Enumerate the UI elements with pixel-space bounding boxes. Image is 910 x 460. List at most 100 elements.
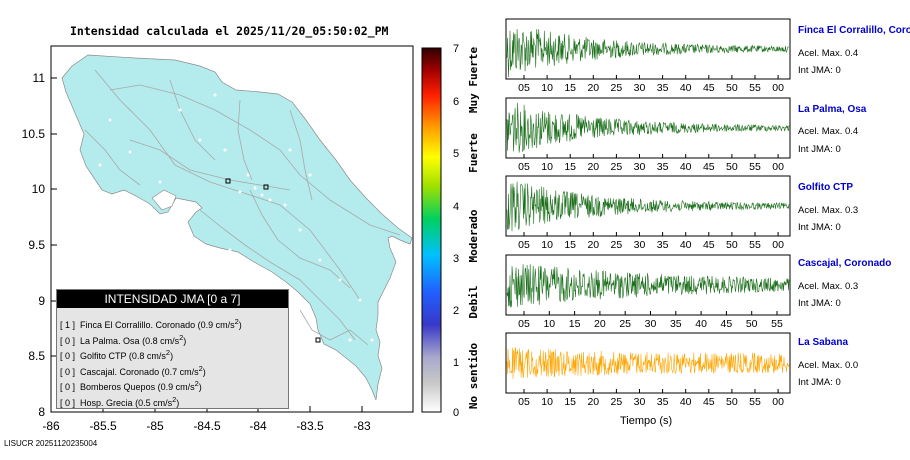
lat-tick: 10 xyxy=(32,182,46,196)
waveform-tick-label: 30 xyxy=(634,82,646,94)
waveform-tick-label: 00 xyxy=(772,161,784,173)
waveform-tick-label: 30 xyxy=(634,161,646,173)
lat-axis: 11 10.5 10 9.5 9 8.5 8 xyxy=(22,71,46,419)
waveform-tick-label: 55 xyxy=(749,161,761,173)
waveform-tick-label: 50 xyxy=(746,318,758,330)
legend-level: [ 0 ] xyxy=(60,382,76,392)
waveform-tick-label: 40 xyxy=(695,318,707,330)
station-jma: Int JMA: 0 xyxy=(798,222,841,233)
legend-level: [ 0 ] xyxy=(60,335,76,346)
scale-label-muy-fuerte: Muy Fuerte xyxy=(467,47,480,114)
waveform-tick-label: 30 xyxy=(634,396,646,408)
lat-tick: 8.5 xyxy=(28,349,45,363)
scale-tick: 6 xyxy=(453,96,459,108)
waveform-tick-label: 00 xyxy=(772,396,784,408)
time-axis-label: Tiempo (s) xyxy=(620,415,673,427)
seismic-station-markers xyxy=(98,93,374,342)
scale-tick: 3 xyxy=(453,253,459,265)
waveform-tick-label: 25 xyxy=(619,318,631,330)
lon-axis: -86 -85 -84 -83 -85.5 -84.5 -83.5 xyxy=(42,419,371,433)
waveform-tick-label: 20 xyxy=(587,161,599,173)
legend-unit-sup: 2 xyxy=(198,363,203,373)
waveform-trace xyxy=(506,264,790,308)
scale-tick: 4 xyxy=(453,201,459,213)
waveform-tick-label: 20 xyxy=(587,396,599,408)
waveform-tick-label: 50 xyxy=(726,396,738,408)
scale-tick: 1 xyxy=(453,357,459,369)
waveform-tick-label: 15 xyxy=(564,82,576,94)
waveform-tick-label: 45 xyxy=(703,396,715,408)
map-title: Intensidad calculada el 2025/11/20_05:50… xyxy=(70,24,389,38)
scale-tick: 0 xyxy=(453,407,459,419)
station-acel: Acel. Max. 0.4 xyxy=(798,48,859,59)
intensity-legend: INTENSIDAD JMA [0 a 7] [ 1 ] Finca El Co… xyxy=(56,289,289,409)
scale-label-debil: Debil xyxy=(467,285,480,318)
waveform-tick-label: 30 xyxy=(645,318,657,330)
waveform-tick-label: 05 xyxy=(518,239,530,251)
scale-label-fuerte: Fuerte xyxy=(467,133,480,173)
station-acel: Acel. Max. 0.3 xyxy=(798,205,859,216)
waveform-tick-label: 55 xyxy=(749,239,761,251)
legend-station: La Palma. Osa xyxy=(80,335,140,346)
waveform-tick-label: 40 xyxy=(680,239,692,251)
lon-tick: -83.5 xyxy=(296,419,324,433)
legend-value: (0.5 cm/s xyxy=(135,397,173,408)
waveform-frame xyxy=(505,254,791,316)
waveform-tick-label: 05 xyxy=(518,161,530,173)
waveform-tick-label: 15 xyxy=(564,239,576,251)
waveform-trace xyxy=(506,28,790,78)
waveform-trace xyxy=(506,181,790,232)
station-jma: Int JMA: 0 xyxy=(798,144,841,155)
legend-row: [ 0 ] Golfito CTP (0.8 cm/s2) xyxy=(57,345,288,361)
station-jma: Int JMA: 0 xyxy=(798,298,841,309)
station-acel: Acel. Max. 0.3 xyxy=(798,281,859,292)
legend-row: [ 0 ] Bomberos Quepos (0.9 cm/s2) xyxy=(57,376,288,392)
station-name: La Sabana xyxy=(798,337,849,348)
station-jma: Int JMA: 0 xyxy=(798,65,841,76)
legend-station: Bomberos Quepos xyxy=(80,382,156,392)
waveform-tick-label: 40 xyxy=(680,396,692,408)
waveform-tick-label: 15 xyxy=(564,396,576,408)
lon-tick: -84 xyxy=(249,419,267,433)
intensity-color-scale xyxy=(421,47,442,413)
legend-row: [ 0 ] La Palma. Osa (0.8 cm/s2) xyxy=(57,330,288,346)
scale-label-no-sentido: No sentido xyxy=(467,343,480,410)
waveform-tick-label: 00 xyxy=(772,239,784,251)
waveform-tick-label: 50 xyxy=(726,161,738,173)
legend-rows: [ 1 ] Finca El Corralillo. Coronado (0.9… xyxy=(57,308,288,408)
waveform-tick-label: 10 xyxy=(541,396,553,408)
waveform-tick-label: 35 xyxy=(657,82,669,94)
legend-row: [ 0 ] Hosp. Grecia (0.5 cm/s2) xyxy=(57,392,288,408)
legend-value: (0.7 cm/s xyxy=(161,366,199,377)
legend-unit-sup: 2 xyxy=(179,332,184,342)
waveform-tick-label: 45 xyxy=(703,239,715,251)
waveform-tick-label: 40 xyxy=(680,82,692,94)
waveform-tick-label: 10 xyxy=(541,82,553,94)
lat-tick: 8 xyxy=(38,405,45,419)
waveform-tick-label: 45 xyxy=(721,318,733,330)
legend-station: Cascajal. Coronado xyxy=(80,366,160,377)
lon-tick: -84.5 xyxy=(193,419,221,433)
legend-unit-sup: 2 xyxy=(165,348,171,357)
lat-tick: 9 xyxy=(38,294,45,308)
scale-label-moderado: Moderado xyxy=(467,209,480,262)
legend-close: ) xyxy=(183,335,187,346)
footer-id: LISUCR 20251120235004 xyxy=(4,439,98,448)
station-name: Golfito CTP xyxy=(798,182,853,193)
waveform-tick-label: 25 xyxy=(611,161,623,173)
lat-tick: 10.5 xyxy=(22,127,46,141)
waveform-tick-label: 50 xyxy=(726,239,738,251)
waveform-trace xyxy=(506,102,790,153)
legend-close: ) xyxy=(202,366,206,377)
waveform-panels: 05 10 15 20 25 30 35 40 45 50 55 00 05 10 15 20 25 30 35 40… xyxy=(505,18,791,408)
waveform-tick-label: 50 xyxy=(726,82,738,94)
scale-ticks: 7 6 5 4 3 2 1 0 xyxy=(453,43,459,419)
lon-tick: -83 xyxy=(353,419,371,433)
waveform-trace xyxy=(506,347,790,380)
waveform-tick-label: 25 xyxy=(611,239,623,251)
legend-level: [ 0 ] xyxy=(60,366,76,377)
waveform-tick-label: 25 xyxy=(611,82,623,94)
waveform-tick-label: 10 xyxy=(541,239,553,251)
waveform-tick-label: 35 xyxy=(657,239,669,251)
